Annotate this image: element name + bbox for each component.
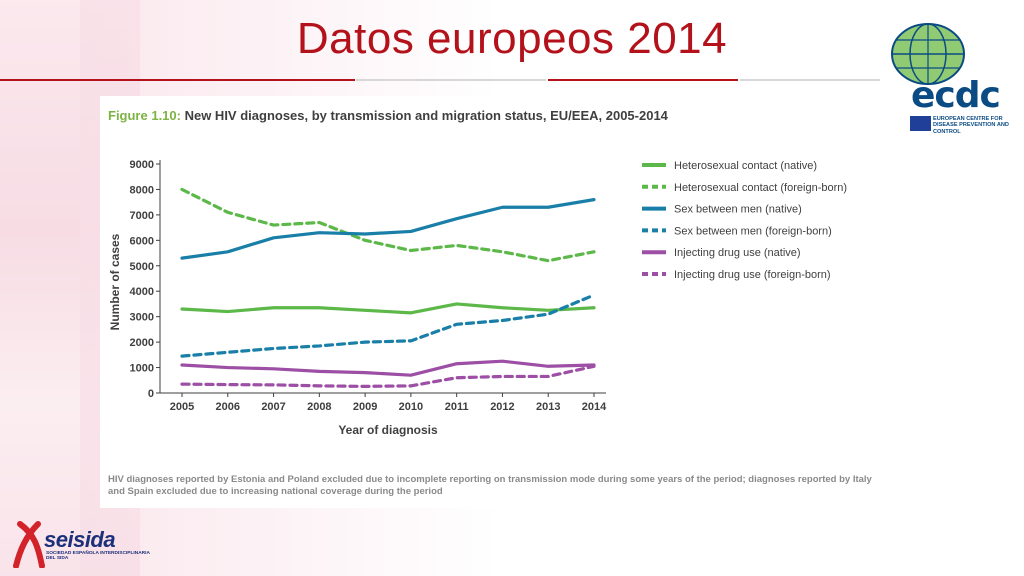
slide-title: Datos europeos 2014 xyxy=(296,14,728,63)
chart-legend: Heterosexual contact (native) Heterosexua… xyxy=(642,160,847,281)
x-tick-label: 2007 xyxy=(261,401,285,413)
series-line-2 xyxy=(180,187,596,263)
seisida-name: SOCIEDAD ESPAÑOLA INTERDISCIPLINARIA DEL… xyxy=(46,551,150,561)
y-tick-label: 4000 xyxy=(130,286,154,298)
seisida-logo-text: seisida xyxy=(44,527,116,552)
legend-label-1: Heterosexual contact (native) xyxy=(674,160,817,172)
y-tick-label: 6000 xyxy=(130,235,154,247)
figure-caption-text: New HIV diagnoses, by transmission and m… xyxy=(184,108,668,123)
x-tick-label: 2008 xyxy=(307,401,331,413)
title-underline-far-right xyxy=(740,79,880,81)
chart-series xyxy=(180,187,596,388)
x-tick-label: 2010 xyxy=(399,401,423,413)
ecdc-globe-icon xyxy=(891,23,965,85)
x-axis-title: Year of diagnosis xyxy=(338,423,438,437)
title-underline-right xyxy=(548,79,738,81)
figure-number: Figure 1.10: xyxy=(108,108,181,123)
title-underline-middle xyxy=(356,79,546,81)
chart-axes: 0 1000 2000 3000 4000 5000 6000 7000 8000 9000 200… xyxy=(130,159,608,413)
ecdc-logo-text: ecdc xyxy=(911,75,1001,116)
figure-caption: Figure 1.10: New HIV diagnoses, by trans… xyxy=(108,108,668,123)
y-tick-label: 7000 xyxy=(130,210,154,222)
y-tick-label: 0 xyxy=(148,388,154,400)
y-axis-title: Number of cases xyxy=(108,233,122,330)
legend-label-6: Injecting drug use (foreign-born) xyxy=(674,269,831,281)
series-line-4 xyxy=(180,293,596,358)
x-tick-label: 2014 xyxy=(582,401,607,413)
x-tick-label: 2009 xyxy=(353,401,377,413)
y-tick-label: 3000 xyxy=(130,312,154,324)
x-tick-label: 2005 xyxy=(170,401,194,413)
x-tick-label: 2012 xyxy=(490,401,514,413)
x-tick-label: 2013 xyxy=(536,401,560,413)
figure-footnote: HIV diagnoses reported by Estonia and Po… xyxy=(108,474,872,497)
eu-flag-icon xyxy=(910,116,931,131)
x-tick-label: 2006 xyxy=(216,401,240,413)
series-line-3 xyxy=(180,198,596,260)
y-tick-label: 9000 xyxy=(130,159,154,171)
series-line-1 xyxy=(180,302,596,315)
ecdc-name: EUROPEAN CENTRE FOR DISEASE PREVENTION A… xyxy=(933,116,1009,135)
legend-label-3: Sex between men (native) xyxy=(674,204,802,216)
y-tick-label: 8000 xyxy=(130,184,154,196)
legend-label-2: Heterosexual contact (foreign-born) xyxy=(674,182,847,194)
figure-panel xyxy=(100,96,875,508)
legend-label-4: Sex between men (foreign-born) xyxy=(674,225,832,237)
y-tick-label: 5000 xyxy=(130,261,154,273)
y-tick-label: 2000 xyxy=(130,337,154,349)
aids-ribbon-icon xyxy=(13,521,45,568)
x-tick-label: 2011 xyxy=(445,401,469,413)
title-underline-left xyxy=(0,79,355,81)
y-tick-label: 1000 xyxy=(130,363,154,375)
series-line-5 xyxy=(180,359,596,377)
series-line-6 xyxy=(180,364,596,388)
legend-label-5: Injecting drug use (native) xyxy=(674,247,801,259)
